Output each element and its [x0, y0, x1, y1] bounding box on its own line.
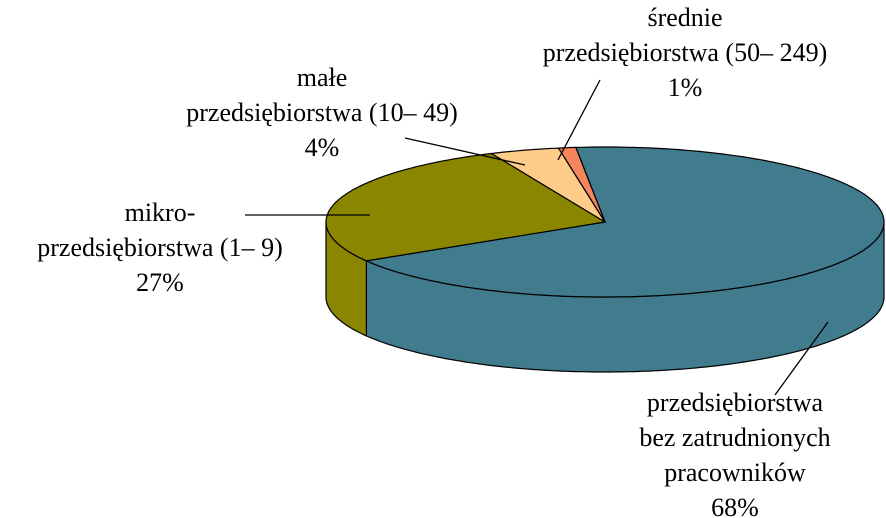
slice-label: przedsiębiorstwa — [647, 388, 824, 417]
leader-line — [404, 137, 526, 166]
slice-label: przedsiębiorstwa (50– 249) — [543, 38, 827, 67]
value-label: 1% — [668, 73, 703, 102]
value-label: 27% — [136, 268, 184, 297]
slice-label: przedsiębiorstwa (10– 49) — [186, 98, 457, 127]
slice — [489, 147, 606, 223]
value-label: 68% — [711, 493, 759, 518]
slice — [364, 146, 885, 298]
slice-label: bez zatrudnionych — [639, 423, 830, 452]
slice-label: przedsiębiorstwa (1– 9) — [37, 233, 282, 262]
slice-label: mikro- — [125, 198, 196, 227]
leader-line — [557, 79, 601, 161]
slice-label: średnie — [647, 3, 722, 32]
value-label: 4% — [305, 133, 340, 162]
slice-label: małe — [297, 63, 348, 92]
slice — [557, 146, 606, 223]
leader-line — [774, 321, 829, 396]
slice-label: pracowników — [664, 458, 806, 487]
